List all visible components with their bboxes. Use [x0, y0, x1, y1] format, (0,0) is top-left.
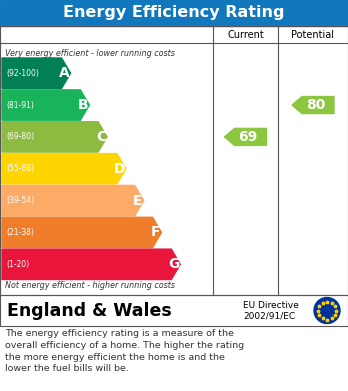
Text: (1-20): (1-20) [6, 260, 29, 269]
Polygon shape [2, 154, 126, 184]
Bar [0, 26, 348, 295]
Polygon shape [2, 90, 89, 120]
Text: Current: Current [227, 29, 264, 39]
Polygon shape [292, 97, 334, 113]
Text: D: D [113, 162, 125, 176]
Bar [0, 295, 348, 326]
Polygon shape [2, 58, 71, 88]
Text: C: C [96, 130, 106, 144]
Text: (92-100): (92-100) [6, 69, 39, 78]
Text: EU Directive
2002/91/EC: EU Directive 2002/91/EC [243, 301, 299, 320]
Text: Very energy efficient - lower running costs: Very energy efficient - lower running co… [5, 48, 175, 57]
Text: (39-54): (39-54) [6, 196, 34, 205]
Text: (55-68): (55-68) [6, 164, 34, 173]
Text: Not energy efficient - higher running costs: Not energy efficient - higher running co… [5, 282, 175, 291]
Bar [0, 0, 348, 26]
Text: A: A [59, 66, 70, 80]
Polygon shape [2, 217, 161, 248]
Text: (81-91): (81-91) [6, 100, 34, 109]
Text: Energy Efficiency Rating: Energy Efficiency Rating [63, 5, 285, 20]
Text: F: F [151, 226, 160, 239]
Polygon shape [2, 122, 107, 152]
Text: (69-80): (69-80) [6, 133, 34, 142]
Polygon shape [2, 249, 180, 280]
Text: The energy efficiency rating is a measure of the
overall efficiency of a home. T: The energy efficiency rating is a measur… [5, 329, 244, 373]
Circle shape [314, 298, 340, 323]
Text: 80: 80 [306, 98, 325, 112]
Text: E: E [133, 194, 143, 208]
Text: 69: 69 [238, 130, 258, 144]
Text: England & Wales: England & Wales [7, 301, 172, 319]
Text: B: B [78, 98, 88, 112]
Polygon shape [224, 128, 267, 145]
Text: Potential: Potential [292, 29, 334, 39]
Text: G: G [168, 257, 179, 271]
Text: (21-38): (21-38) [6, 228, 34, 237]
Polygon shape [2, 185, 144, 216]
